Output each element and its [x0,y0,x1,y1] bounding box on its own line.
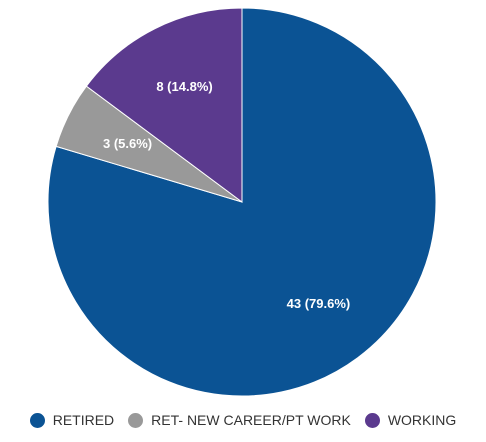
legend-label-retired: RETIRED [52,412,115,428]
pie-data-label-retired: 43 (79.6%) [287,296,351,311]
pie-data-label-ret-new-career-pt-work: 3 (5.6%) [103,136,152,151]
pie-chart: 43 (79.6%) 3 (5.6%) 8 (14.8%) [47,7,437,397]
pie-slice-working[interactable] [85,7,243,203]
legend-label-ret-new-career: RET- NEW CAREER/PT WORK [151,412,351,428]
legend-item-ret-new-career[interactable]: RET- NEW CAREER/PT WORK [128,412,351,428]
legend-swatch-retired [29,412,45,428]
pie-data-labels: 43 (79.6%) 3 (5.6%) 8 (14.8%) [103,79,350,311]
legend-label-working: WORKING [387,412,457,428]
pie-slice-retired[interactable] [47,7,437,397]
chart-legend: RETIRED RET- NEW CAREER/PT WORK WORKING [0,410,486,430]
legend-item-retired[interactable]: RETIRED [29,412,115,428]
legend-swatch-ret-new-career [128,412,144,428]
pie-slices [47,7,437,397]
legend-item-working[interactable]: WORKING [364,412,457,428]
pie-data-label-working: 8 (14.8%) [156,79,212,94]
legend-swatch-working [364,412,380,428]
